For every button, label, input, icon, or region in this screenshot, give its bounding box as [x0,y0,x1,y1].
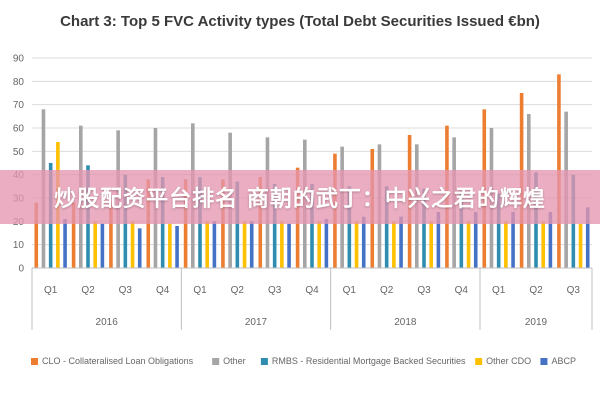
bar [242,221,247,268]
bar [504,221,508,268]
bar [249,221,254,268]
x-tick-label: Q4 [455,285,469,296]
x-tick-label: Q1 [343,285,357,296]
bar [100,223,105,268]
bar [578,223,583,268]
bar [93,221,97,268]
y-tick-label: 70 [13,100,25,111]
bar [324,219,329,268]
legend-label: Other CDO [486,356,531,366]
y-axis: 0102030405060708090 [13,54,25,275]
x-tick-label: Q3 [119,285,133,296]
bar [34,202,39,268]
bar [347,186,352,268]
bar [361,216,366,268]
year-label: 2016 [96,317,119,328]
bar [459,191,464,268]
bar [137,228,142,268]
bar [473,212,478,268]
legend-swatch [540,358,548,365]
x-axis: Q1 Q2 Q3 Q4 Q1 Q2 Q3 Q4 Q1 Q2 Q3 Q4 Q1 Q2 Q3 2016 2017 20… [31,267,593,330]
x-tick-label: Q2 [231,285,245,296]
x-tick-label: Q3 [567,285,581,296]
x-tick-label: Q2 [529,285,543,296]
legend-label: ABCP [551,356,576,366]
bar [548,212,553,268]
bar [392,221,396,268]
bar [71,202,76,268]
bar [317,221,321,268]
bar [205,221,209,268]
x-tick-label: Q2 [380,285,394,296]
chart-title: Chart 3: Top 5 FVC Activity types (Total… [60,13,540,30]
legend-swatch [212,358,220,365]
bar [168,223,172,268]
bar [399,216,403,268]
bar [63,219,67,268]
y-tick-label: 80 [13,77,25,88]
bar [175,226,179,268]
x-tick-label: Q4 [305,285,319,296]
bar [235,181,240,268]
y-tick-label: 60 [13,124,25,135]
bar [466,221,471,268]
year-label: 2017 [245,317,268,328]
year-label: 2018 [394,317,417,328]
legend-swatch [475,358,483,365]
x-tick-label: Q3 [268,285,282,296]
x-tick-label: Q2 [81,285,95,296]
bar [429,221,433,268]
bar [310,184,314,268]
bar [212,221,217,268]
bar [541,221,545,268]
bar [384,186,389,268]
legend-label: CLO - Collateralised Loan Obligations [42,356,194,366]
bar [422,188,426,268]
y-tick-label: 0 [18,264,24,275]
x-tick-label: Q1 [492,285,506,296]
bar [354,221,359,268]
bar [109,202,113,268]
legend-label: Other [223,356,246,366]
legend: CLO - Collateralised Loan Obligations Oth… [31,356,576,366]
legend-swatch [31,358,38,365]
bar [287,223,291,268]
bar [585,207,590,268]
bar [496,193,501,268]
legend-swatch [260,358,268,365]
x-tick-label: Q4 [156,285,170,296]
y-tick-label: 90 [13,54,25,65]
bar [272,184,277,268]
year-label: 2019 [525,317,548,328]
bar [436,212,441,268]
x-tick-label: Q3 [417,285,431,296]
x-tick-label: Q1 [193,285,207,296]
y-tick-label: 10 [13,240,25,251]
overlay-banner: 炒股配资平台排名 商朝的武丁：中兴之君的辉煌 [0,170,600,224]
x-tick-label: Q1 [44,285,58,296]
overlay-banner-text: 炒股配资平台排名 商朝的武丁：中兴之君的辉煌 [54,187,546,212]
legend-label: RMBS - Residential Mortgage Backed Secur… [272,356,466,366]
bar [280,221,284,268]
bar [511,212,515,268]
bar [130,221,135,268]
y-tick-label: 50 [13,147,25,158]
